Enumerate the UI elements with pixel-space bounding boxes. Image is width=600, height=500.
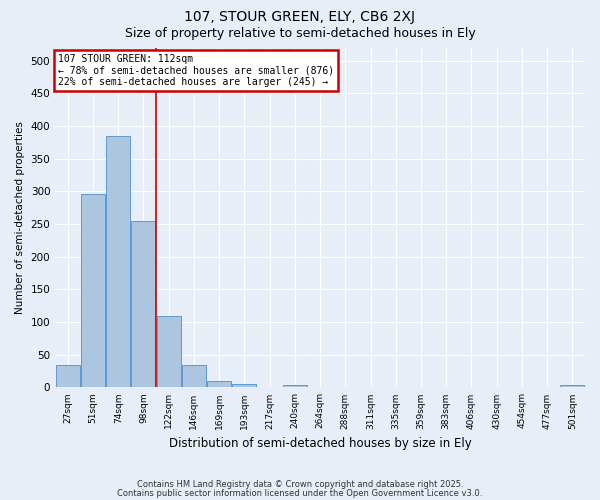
Text: Size of property relative to semi-detached houses in Ely: Size of property relative to semi-detach… bbox=[125, 28, 475, 40]
Bar bbox=[560, 385, 584, 388]
Text: 107 STOUR GREEN: 112sqm
← 78% of semi-detached houses are smaller (876)
22% of s: 107 STOUR GREEN: 112sqm ← 78% of semi-de… bbox=[58, 54, 334, 88]
Bar bbox=[232, 384, 256, 388]
Bar bbox=[283, 385, 307, 388]
Y-axis label: Number of semi-detached properties: Number of semi-detached properties bbox=[15, 121, 25, 314]
Text: Contains HM Land Registry data © Crown copyright and database right 2025.: Contains HM Land Registry data © Crown c… bbox=[137, 480, 463, 489]
Bar bbox=[207, 381, 231, 388]
Text: Contains public sector information licensed under the Open Government Licence v3: Contains public sector information licen… bbox=[118, 488, 482, 498]
Text: 107, STOUR GREEN, ELY, CB6 2XJ: 107, STOUR GREEN, ELY, CB6 2XJ bbox=[185, 10, 415, 24]
Bar bbox=[106, 136, 130, 388]
X-axis label: Distribution of semi-detached houses by size in Ely: Distribution of semi-detached houses by … bbox=[169, 437, 472, 450]
Bar bbox=[131, 220, 155, 388]
Bar bbox=[56, 364, 80, 388]
Bar bbox=[81, 194, 105, 388]
Bar bbox=[157, 316, 181, 388]
Bar bbox=[182, 364, 206, 388]
